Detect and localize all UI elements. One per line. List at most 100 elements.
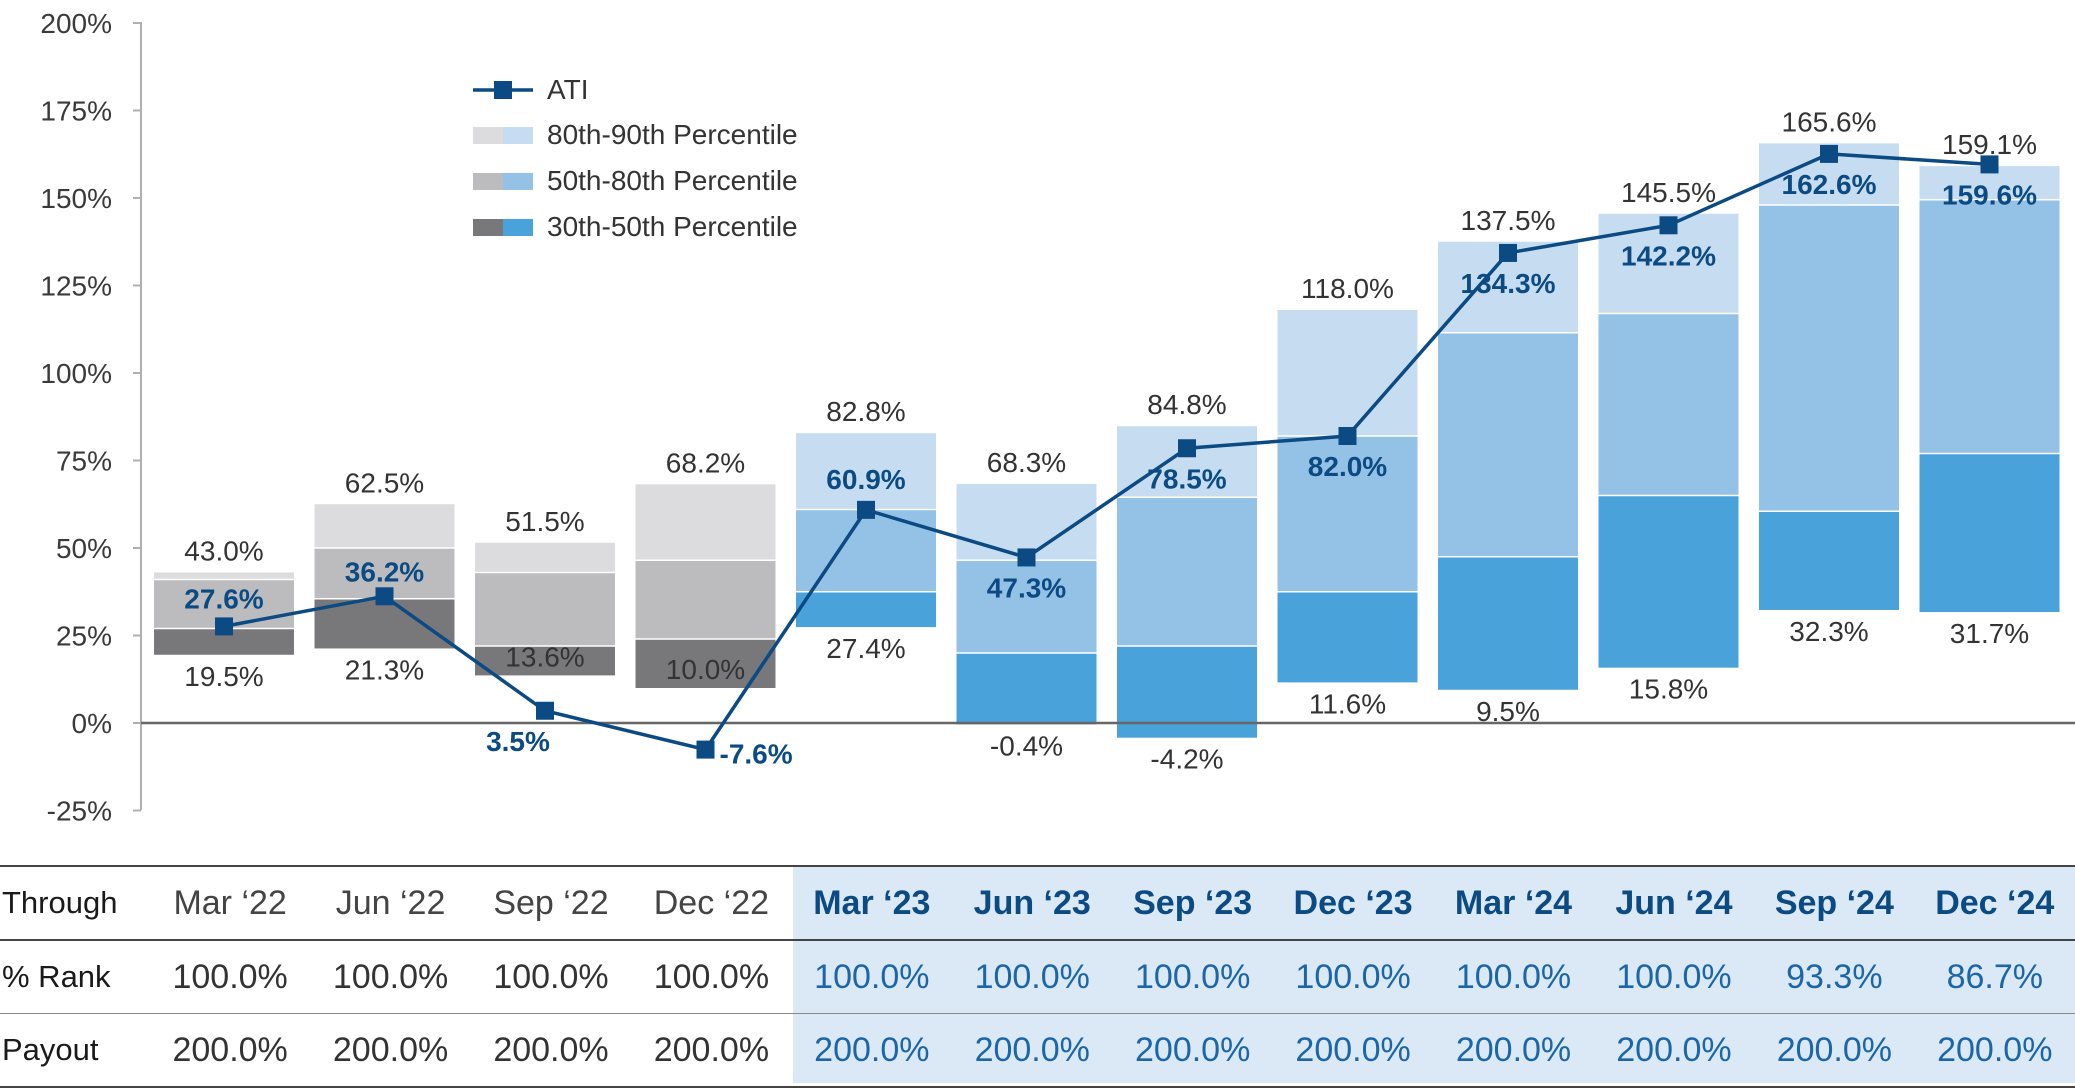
y-tick-label: 100% <box>40 358 112 389</box>
legend-grey-swatch <box>473 127 503 144</box>
ati-marker <box>1980 155 1999 174</box>
top-value-label: 118.0% <box>1301 273 1394 304</box>
top-value-label: 137.5% <box>1461 205 1556 236</box>
legend-label: 50th-80th Percentile <box>547 165 798 196</box>
table-cell-rank: 100.0% <box>1135 957 1251 996</box>
table-cell-through: Dec ‘22 <box>653 883 770 922</box>
table-cell-rank: 100.0% <box>814 957 930 996</box>
table-cell-payout: 200.0% <box>1135 1030 1251 1069</box>
table-cell-rank: 93.3% <box>1786 957 1883 996</box>
bar-50-80-segment <box>475 572 615 646</box>
ati-value-label: 82.0% <box>1308 451 1387 482</box>
ati-marker <box>1659 216 1678 235</box>
y-tick-label: 125% <box>40 271 112 302</box>
bar-30-50-segment <box>956 653 1097 725</box>
bar-50-80-segment <box>1919 199 2060 454</box>
bar-30-50-segment <box>1759 511 1899 610</box>
bar-80-90-segment <box>635 484 776 561</box>
table-cell-rank: 100.0% <box>653 957 770 996</box>
y-tick-label: 150% <box>40 183 112 214</box>
bar-30-50-segment <box>314 598 455 649</box>
table-cell-rank: 100.0% <box>172 957 288 996</box>
legend-ati-marker <box>494 81 512 99</box>
y-tick-label: 0% <box>72 708 112 739</box>
y-tick-label: 175% <box>40 96 112 127</box>
top-value-label: 84.8% <box>1147 389 1226 420</box>
legend-blue-swatch <box>503 173 533 190</box>
ati-value-label: 3.5% <box>486 726 550 757</box>
top-value-label: 165.6% <box>1782 106 1877 137</box>
bar-80-90-segment <box>314 504 455 548</box>
table-cell-payout: 200.0% <box>814 1030 930 1069</box>
bar-80-90-segment <box>796 433 936 510</box>
bar-50-80-segment <box>956 560 1097 653</box>
row-label-payout: Payout <box>2 1032 99 1067</box>
ati-marker <box>1017 548 1036 567</box>
ati-value-label: -7.6% <box>720 739 793 770</box>
top-value-label: 82.8% <box>826 396 905 427</box>
legend-grey-swatch <box>473 219 503 236</box>
ati-marker <box>536 701 554 720</box>
ati-value-label: 47.3% <box>987 572 1066 603</box>
bottom-value-label: 10.0% <box>666 654 745 685</box>
bar-80-90-segment <box>1117 426 1257 498</box>
table-cell-payout: 200.0% <box>1295 1030 1411 1069</box>
top-value-label: 145.5% <box>1621 177 1716 208</box>
bar-30-50-segment <box>1919 453 2060 613</box>
bar-80-90-segment <box>1277 310 1418 436</box>
legend-blue-swatch <box>503 127 533 144</box>
table-cell-rank: 100.0% <box>493 957 609 996</box>
bottom-value-label: 9.5% <box>1476 696 1540 727</box>
y-tick-label: 25% <box>56 621 112 652</box>
top-value-label: 43.0% <box>184 536 263 567</box>
ati-value-label: 60.9% <box>826 464 905 495</box>
row-label-rank: % Rank <box>2 959 111 994</box>
bottom-value-label: 11.6% <box>1309 688 1386 719</box>
top-value-label: 159.1% <box>1942 129 2037 160</box>
bottom-value-label: 13.6% <box>505 641 584 672</box>
bottom-value-label: 27.4% <box>826 633 905 664</box>
ati-marker <box>1499 243 1517 262</box>
y-tick-label: -25% <box>47 796 112 827</box>
table-cell-rank: 100.0% <box>332 957 449 996</box>
bar-50-80-segment <box>635 560 776 639</box>
table-cell-payout: 200.0% <box>172 1030 288 1069</box>
bottom-value-label: -0.4% <box>990 730 1063 761</box>
ati-line <box>223 152 1990 752</box>
bar-50-80-segment <box>1598 313 1739 496</box>
bottom-value-label: 32.3% <box>1789 616 1868 647</box>
ati-marker <box>857 500 875 519</box>
table-cell-payout: 200.0% <box>1616 1030 1732 1069</box>
row-label-through: Through <box>2 885 118 920</box>
ati-percentile-chart: 200% 175% 150% 125% 100% 75% 50% 25% 0% -25% 43.0%… <box>40 8 2075 827</box>
table-cell-through: Jun ‘23 <box>973 883 1091 922</box>
bar-50-80-segment <box>1438 332 1578 557</box>
ati-value-label: 162.6% <box>1782 169 1877 200</box>
bottom-value-label: 15.8% <box>1629 674 1708 705</box>
table-cell-payout: 200.0% <box>1937 1030 2053 1069</box>
y-tick-label: 200% <box>40 8 112 39</box>
bar-50-80-segment <box>1277 436 1418 592</box>
table-cell-rank: 86.7% <box>1946 957 2043 996</box>
ati-value-label: 142.2% <box>1621 240 1716 271</box>
ati-marker <box>1338 427 1357 445</box>
bar-50-80-segment <box>796 509 936 592</box>
table-cell-rank: 100.0% <box>974 957 1090 996</box>
bar-80-90-segment <box>154 572 294 580</box>
table-cell-through: Dec ‘23 <box>1293 883 1413 922</box>
legend-label: 30th-50th Percentile <box>547 211 798 242</box>
table-cell-through: Mar ‘24 <box>1454 883 1573 922</box>
top-value-label: 68.3% <box>987 447 1066 478</box>
bottom-value-label: 19.5% <box>184 661 263 692</box>
table-cell-payout: 200.0% <box>493 1030 609 1069</box>
ati-value-label: 36.2% <box>345 556 424 587</box>
bar-50-80-segment <box>1117 497 1257 646</box>
ati-marker <box>1178 439 1196 458</box>
bar-30-50-segment <box>1277 591 1418 683</box>
bar-80-90-segment <box>475 542 615 573</box>
top-value-label: 68.2% <box>666 447 745 478</box>
bar-80-90-segment <box>956 483 1097 561</box>
table-cell-payout: 200.0% <box>974 1030 1090 1069</box>
table-cell-rank: 100.0% <box>1455 957 1572 996</box>
rank-row: % Rank 100.0% 100.0% 100.0% 100.0% 100.0% 100… <box>0 941 2075 1014</box>
